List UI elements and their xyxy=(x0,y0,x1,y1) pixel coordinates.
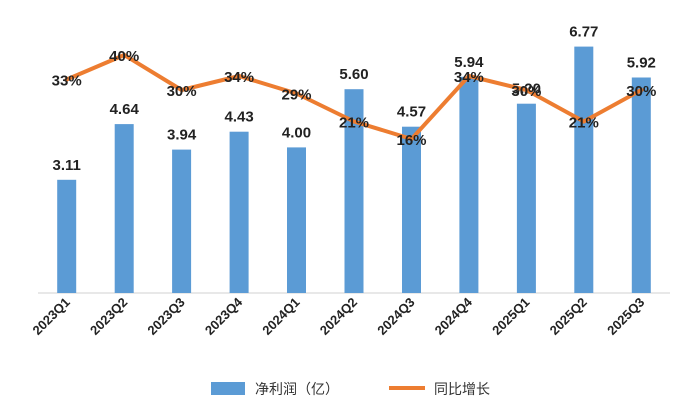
line-series xyxy=(64,53,644,141)
bar-value-label: 5.60 xyxy=(339,66,368,83)
legend-bar-label: 净利润（亿） xyxy=(255,382,339,398)
legend-line-label: 同比增长 xyxy=(434,382,490,398)
line-value-label: 21% xyxy=(339,115,369,132)
x-tick-label: 2024Q3 xyxy=(374,295,417,338)
bar-value-label: 4.64 xyxy=(110,101,140,118)
x-tick-label: 2025Q2 xyxy=(547,295,590,338)
line-value-label: 30% xyxy=(511,83,541,100)
line-value-labels: 33% 40% 30% 34% 29% 21% 16% 34% 30% 21% 30% xyxy=(52,48,657,149)
legend-bar-swatch xyxy=(211,382,245,395)
x-axis-ticks: 2023Q1 2023Q2 2023Q3 2023Q4 2024Q1 2024Q2 2024… xyxy=(29,294,647,338)
line-value-label: 30% xyxy=(626,83,656,100)
line-value-label: 34% xyxy=(454,69,484,86)
x-tick-label: 2025Q3 xyxy=(604,295,647,338)
legend: 净利润（亿） 同比增长 xyxy=(211,382,490,398)
bar-series xyxy=(57,46,651,293)
bar-value-label: 4.57 xyxy=(397,104,426,121)
x-tick-label: 2024Q4 xyxy=(432,294,476,338)
x-tick-label: 2024Q2 xyxy=(317,295,360,338)
line-value-label: 33% xyxy=(52,73,82,90)
line-point-2023Q2 xyxy=(122,53,127,57)
line-point-2024Q3 xyxy=(409,137,414,141)
line-point-2023Q3 xyxy=(179,88,184,92)
line-point-2025Q3 xyxy=(639,88,644,92)
bar-value-label: 6.77 xyxy=(569,24,598,41)
bar-2023Q3 xyxy=(172,149,192,293)
x-tick-label: 2025Q1 xyxy=(489,295,532,338)
line-value-label: 21% xyxy=(569,115,599,132)
bar-value-label: 3.94 xyxy=(167,127,197,144)
line-value-label: 16% xyxy=(396,132,426,149)
bar-2025Q2 xyxy=(574,46,594,293)
bar-2025Q1 xyxy=(516,103,536,293)
bar-value-label: 4.43 xyxy=(224,109,253,126)
line-value-label: 30% xyxy=(167,83,197,100)
bar-2024Q3 xyxy=(402,126,421,293)
line-value-label: 29% xyxy=(281,87,311,104)
x-tick-label: 2023Q1 xyxy=(29,295,72,338)
line-point-2024Q2 xyxy=(352,119,356,124)
bar-value-label: 3.11 xyxy=(53,157,81,174)
bar-2025Q3 xyxy=(631,77,651,293)
line-value-label: 40% xyxy=(109,48,139,65)
bar-value-label: 5.92 xyxy=(627,55,656,72)
bar-2024Q1 xyxy=(287,147,306,293)
bar-value-label: 4.00 xyxy=(282,124,311,141)
line-point-2023Q1 xyxy=(64,77,69,82)
line-point-2023Q4 xyxy=(237,74,242,78)
x-tick-label: 2023Q2 xyxy=(87,295,130,338)
line-value-label: 34% xyxy=(224,69,254,86)
bar-2023Q4 xyxy=(229,131,249,293)
bar-2023Q1 xyxy=(57,179,77,293)
line-point-2025Q1 xyxy=(524,88,529,92)
x-tick-label: 2024Q1 xyxy=(259,295,302,338)
bar-2023Q2 xyxy=(114,124,134,293)
line-point-2024Q4 xyxy=(466,74,471,78)
x-tick-label: 2023Q4 xyxy=(202,294,246,338)
bar-2024Q4 xyxy=(459,76,479,293)
line-point-2024Q1 xyxy=(294,91,299,96)
line-point-2025Q2 xyxy=(581,119,586,124)
bar-2024Q2 xyxy=(344,89,364,293)
bar-value-label: 5.94 xyxy=(454,54,484,71)
x-tick-label: 2023Q3 xyxy=(144,295,187,338)
